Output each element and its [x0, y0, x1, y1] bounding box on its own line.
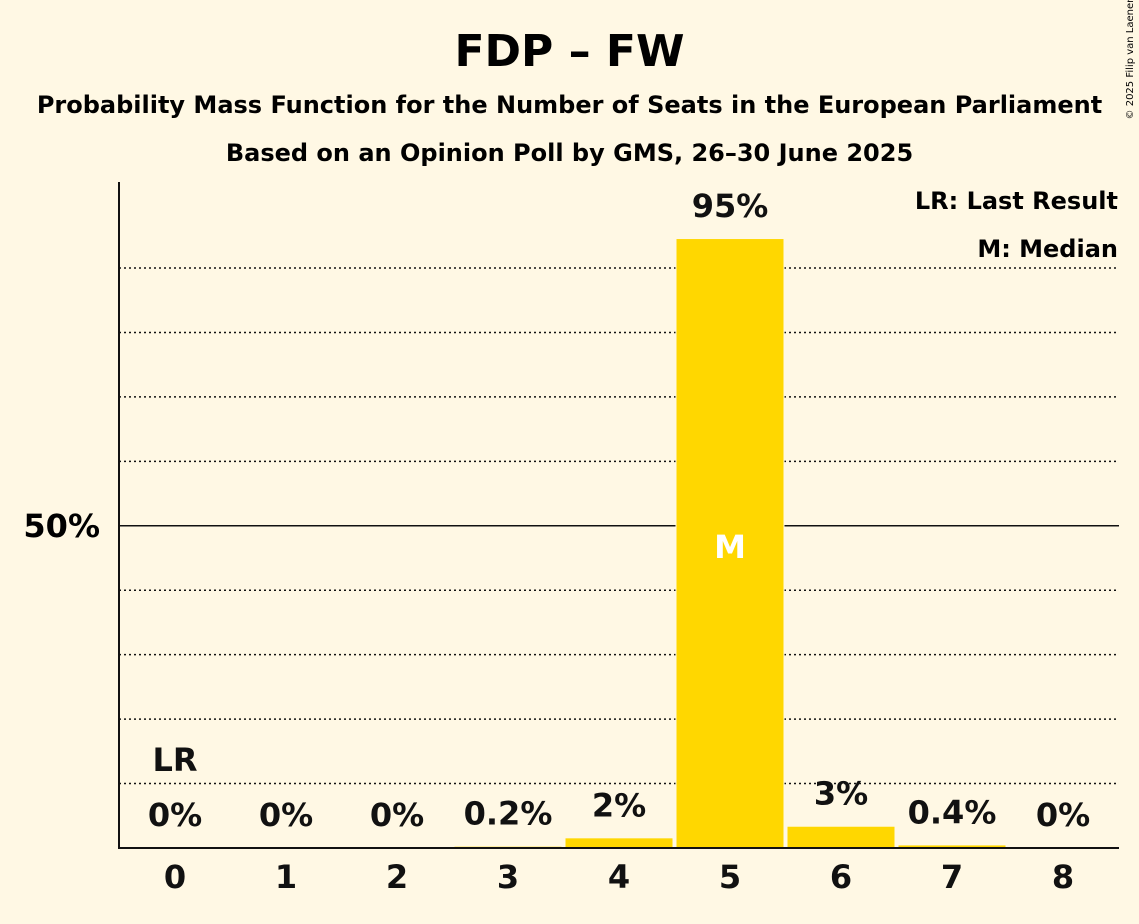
- data-label-8: 0%: [1036, 796, 1090, 834]
- legend-median: M: Median: [977, 235, 1118, 263]
- copyright-text: © 2025 Filip van Laenen: [1125, 0, 1136, 119]
- bar-5: [676, 239, 784, 849]
- x-tick-label-1: 1: [275, 858, 297, 896]
- last-result-marker: LR: [152, 741, 197, 779]
- chart-subtitle-source: Based on an Opinion Poll by GMS, 26–30 J…: [226, 139, 913, 167]
- bar-7: [898, 845, 1006, 848]
- chart-subtitle: Probability Mass Function for the Number…: [37, 91, 1102, 119]
- chart-title: FDP – FW: [454, 26, 684, 77]
- x-tick-label-6: 6: [830, 858, 852, 896]
- gridlines: [119, 267, 1119, 785]
- data-label-5: 95%: [692, 187, 769, 225]
- data-label-0: 0%: [148, 796, 202, 834]
- x-tick-label-5: 5: [719, 858, 741, 896]
- x-tick-label-0: 0: [164, 858, 186, 896]
- x-tick-label-7: 7: [941, 858, 963, 896]
- x-tick-label-4: 4: [608, 858, 630, 896]
- x-tick-label-8: 8: [1052, 858, 1074, 896]
- data-label-7: 0.4%: [908, 793, 997, 831]
- data-label-6: 3%: [814, 775, 868, 813]
- data-label-4: 2%: [592, 786, 646, 824]
- bar-4: [565, 838, 673, 848]
- median-marker: M: [714, 528, 746, 566]
- x-tick-label-2: 2: [386, 858, 408, 896]
- axes: [118, 182, 1119, 849]
- bar-6: [787, 826, 895, 848]
- labels: 0% 0 0% 1 0% 2 0.2% 3 2% 4 95% 5 3% 6 0.4% 7 0% 8 LR M: [148, 187, 1090, 896]
- data-label-3: 0.2%: [464, 795, 553, 833]
- data-label-1: 0%: [259, 796, 313, 834]
- y-tick-label-50: 50%: [23, 507, 100, 545]
- bars: [453, 238, 1007, 849]
- x-tick-label-3: 3: [497, 858, 519, 896]
- data-label-2: 0%: [370, 796, 424, 834]
- legend-last-result: LR: Last Result: [915, 187, 1118, 215]
